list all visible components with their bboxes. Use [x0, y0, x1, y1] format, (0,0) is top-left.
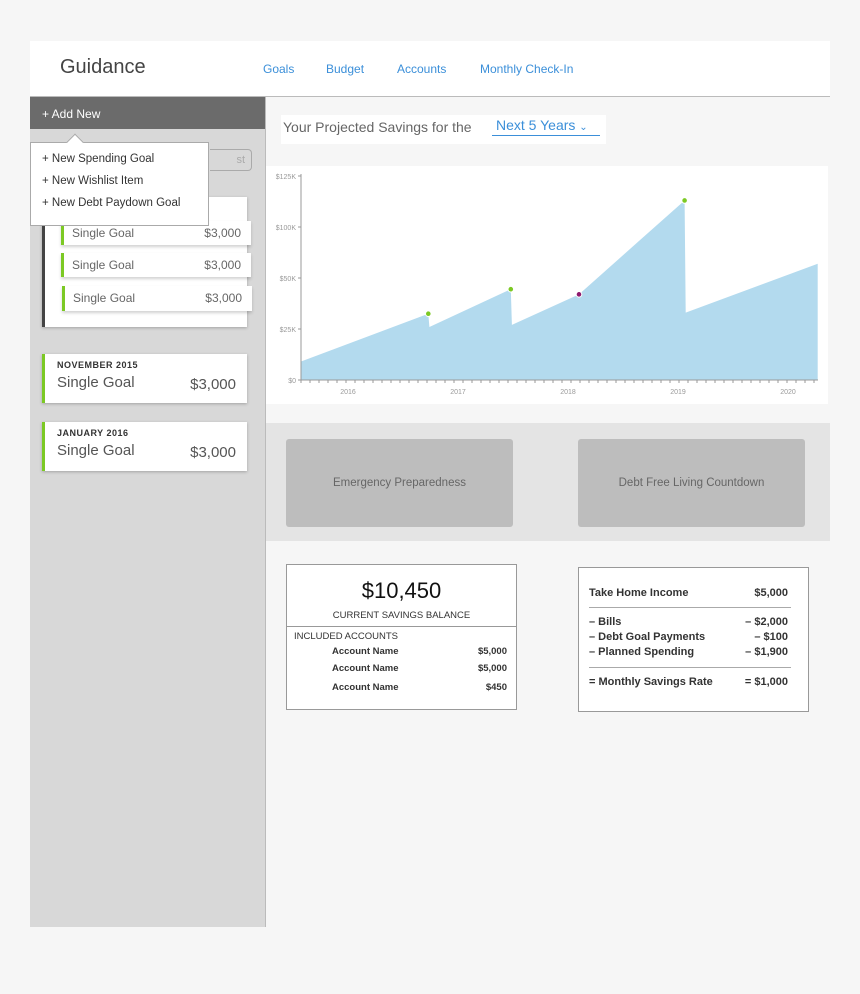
- range-dropdown[interactable]: Next 5 Years ⌄: [492, 117, 600, 136]
- goal-amount: $3,000: [190, 444, 236, 461]
- projection-label: Your Projected Savings for the: [283, 119, 472, 135]
- goal-item[interactable]: Single Goal $3,000: [62, 286, 252, 311]
- deduction-label: – Planned Spending: [589, 646, 695, 658]
- y-tick-label: $100K: [276, 225, 297, 232]
- account-row: Account Name $450: [332, 682, 507, 693]
- savings-area: [300, 200, 818, 380]
- add-new-button[interactable]: + Add New: [30, 97, 265, 129]
- y-tick-label: $0: [288, 378, 296, 385]
- menu-item-new-spending-goal[interactable]: + New Spending Goal: [42, 153, 155, 165]
- goal-amount: $3,000: [204, 258, 241, 272]
- projection-header: Your Projected Savings for the: [281, 115, 606, 144]
- goal-marker: [507, 285, 515, 293]
- month-label: JANUARY 2016: [57, 428, 129, 438]
- widgets-panel: Emergency Preparedness Debt Free Living …: [266, 423, 830, 541]
- goal-amount: $3,000: [204, 226, 241, 240]
- account-row: Account Name $5,000: [332, 663, 507, 674]
- y-tick-label: $125K: [276, 174, 297, 181]
- goal-amount: $3,000: [205, 291, 242, 305]
- income-row: Take Home Income $5,000: [589, 587, 788, 599]
- savings-chart: $0 $25K $50K $100K $125K 2016 2017 2018 2019 2020: [266, 166, 828, 404]
- add-new-menu: + New Spending Goal + New Wishlist Item …: [30, 133, 209, 226]
- goal-amount: $3,000: [190, 376, 236, 393]
- included-accounts-label: INCLUDED ACCOUNTS: [294, 631, 398, 642]
- deduction-row: – Bills – $2,000: [589, 616, 788, 628]
- brand-title: Guidance: [60, 56, 146, 78]
- goal-marker: [575, 291, 583, 298]
- deduction-row: – Debt Goal Payments – $100: [589, 631, 788, 643]
- x-tick-label: 2020: [780, 389, 796, 396]
- range-value: Next 5 Years: [496, 117, 576, 133]
- nav-accounts[interactable]: Accounts: [397, 62, 447, 76]
- chart-svg: $0 $25K $50K $100K $125K 2016 2017 2018 2019 2020: [276, 174, 818, 396]
- month-goal-card[interactable]: JANUARY 2016 Single Goal $3,000: [42, 422, 247, 471]
- goal-name: Single Goal: [57, 442, 135, 459]
- nav-budget[interactable]: Budget: [326, 62, 365, 76]
- sidebar: + Add New st Single Goal $3,000 Single Go…: [30, 97, 266, 927]
- account-name: Account Name: [332, 663, 399, 674]
- top-header: Guidance Goals Budget Accounts Monthly C…: [30, 41, 830, 97]
- account-amount: $5,000: [477, 646, 507, 657]
- deduction-row: – Planned Spending – $1,900: [589, 646, 788, 658]
- y-tick-label: $50K: [280, 276, 297, 283]
- account-amount: $450: [485, 682, 507, 693]
- deduction-label: – Bills: [589, 616, 622, 628]
- account-row: Account Name $5,000: [332, 646, 507, 657]
- emergency-preparedness-button[interactable]: Emergency Preparedness: [286, 439, 513, 527]
- savings-balance-card: $10,450 CURRENT SAVINGS BALANCE INCLUDED…: [286, 564, 517, 710]
- goal-name: Single Goal: [73, 291, 136, 305]
- savings-rate-label: = Monthly Savings Rate: [589, 676, 713, 688]
- deduction-value: – $2,000: [745, 616, 788, 628]
- search-input[interactable]: st: [210, 149, 252, 171]
- income-label: Take Home Income: [589, 587, 689, 599]
- balance-amount: $10,450: [361, 578, 442, 603]
- budget-summary-card: Take Home Income $5,000 – Bills – $2,000 –…: [578, 567, 809, 712]
- debt-free-countdown-button[interactable]: Debt Free Living Countdown: [578, 439, 805, 527]
- balance-label: CURRENT SAVINGS BALANCE: [332, 610, 471, 621]
- menu-item-new-wishlist-item[interactable]: + New Wishlist Item: [42, 175, 144, 187]
- x-tick-label: 2016: [340, 389, 356, 396]
- x-tick-label: 2018: [560, 389, 576, 396]
- x-tick-label: 2019: [670, 389, 686, 396]
- account-name: Account Name: [332, 646, 399, 657]
- goal-item[interactable]: Single Goal $3,000: [61, 253, 251, 277]
- goal-name: Single Goal: [72, 226, 135, 240]
- deduction-value: – $1,900: [745, 646, 788, 658]
- goal-marker: [681, 197, 688, 204]
- goal-name: Single Goal: [57, 374, 135, 391]
- menu-item-new-debt-paydown-goal[interactable]: + New Debt Paydown Goal: [42, 197, 181, 209]
- month-goal-card[interactable]: NOVEMBER 2015 Single Goal $3,000: [42, 354, 247, 403]
- account-amount: $5,000: [477, 663, 507, 674]
- deduction-value: – $100: [754, 631, 788, 643]
- y-tick-label: $25K: [280, 327, 297, 334]
- savings-rate-value: = $1,000: [744, 676, 788, 688]
- x-tick-label: 2017: [450, 389, 466, 396]
- account-name: Account Name: [332, 682, 399, 693]
- goal-name: Single Goal: [72, 258, 135, 272]
- chevron-down-icon: ⌄: [579, 122, 588, 133]
- month-label: NOVEMBER 2015: [57, 360, 139, 370]
- goal-marker: [425, 310, 432, 317]
- deduction-label: – Debt Goal Payments: [589, 631, 706, 643]
- nav-monthly-check-in[interactable]: Monthly Check-In: [480, 62, 574, 76]
- savings-rate-row: = Monthly Savings Rate = $1,000: [589, 676, 788, 688]
- income-value: $5,000: [754, 587, 788, 599]
- nav-goals[interactable]: Goals: [263, 62, 295, 76]
